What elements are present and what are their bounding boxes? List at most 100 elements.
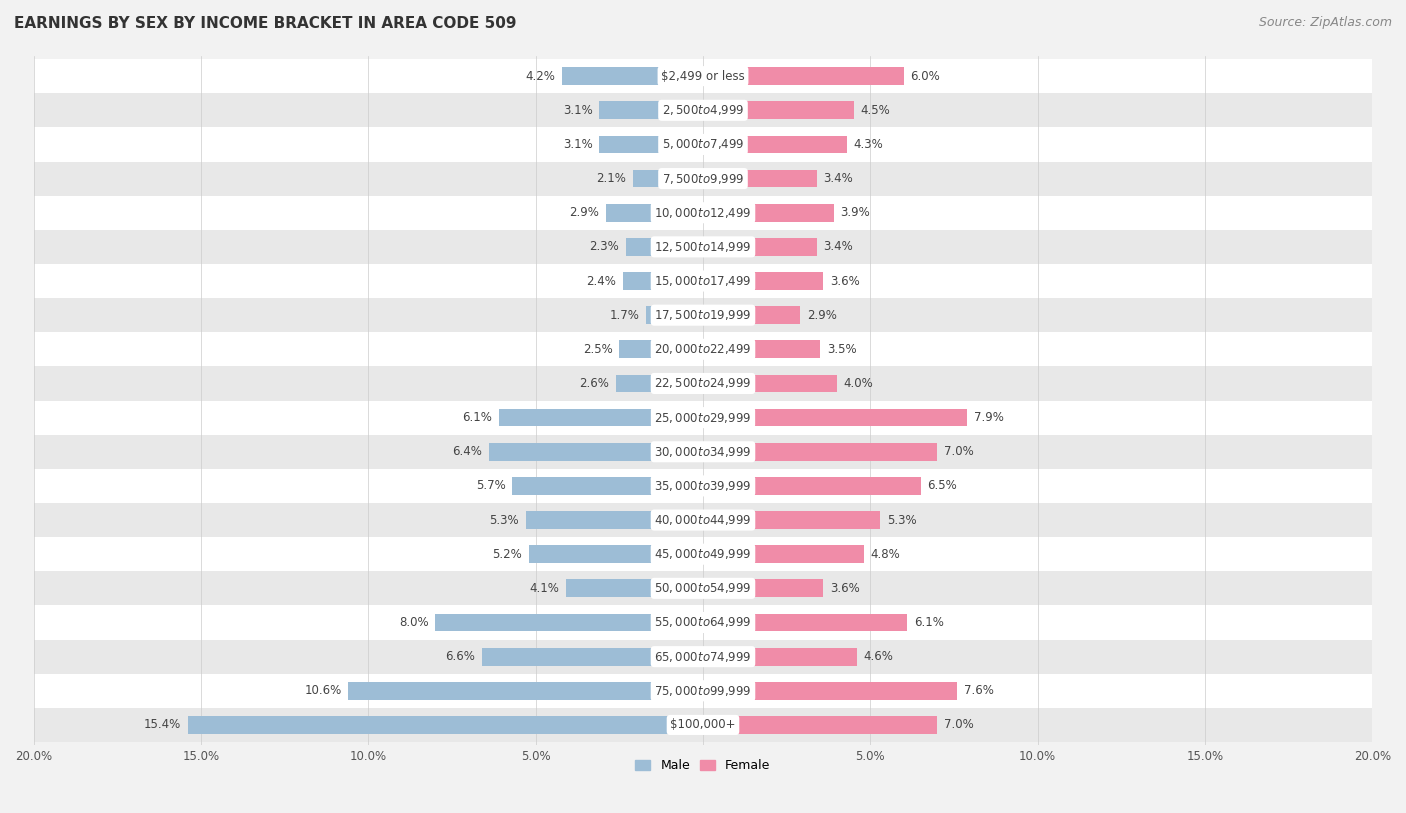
Text: 4.0%: 4.0% (844, 377, 873, 390)
Bar (703, 477, 921, 495)
Bar (623, 272, 703, 290)
Text: $20,000 to $22,499: $20,000 to $22,499 (654, 342, 752, 356)
Text: 4.5%: 4.5% (860, 104, 890, 117)
Bar (34, 606, 1372, 640)
Bar (703, 272, 824, 290)
Text: 5.7%: 5.7% (475, 480, 506, 493)
Text: 4.6%: 4.6% (863, 650, 894, 663)
Text: $50,000 to $54,999: $50,000 to $54,999 (654, 581, 752, 595)
Text: 2.9%: 2.9% (569, 207, 599, 220)
Text: 5.3%: 5.3% (887, 514, 917, 527)
Text: $22,500 to $24,999: $22,500 to $24,999 (654, 376, 752, 390)
Text: Source: ZipAtlas.com: Source: ZipAtlas.com (1258, 16, 1392, 29)
Bar (703, 204, 834, 222)
Text: $100,000+: $100,000+ (671, 719, 735, 732)
Bar (34, 401, 1372, 435)
Text: 3.1%: 3.1% (562, 104, 592, 117)
Text: 4.2%: 4.2% (526, 70, 555, 83)
Bar (616, 375, 703, 393)
Text: $5,000 to $7,499: $5,000 to $7,499 (662, 137, 744, 151)
Bar (512, 477, 703, 495)
Bar (34, 435, 1372, 469)
Bar (703, 580, 824, 598)
Text: $75,000 to $99,999: $75,000 to $99,999 (654, 684, 752, 698)
Bar (436, 614, 703, 632)
Text: 2.6%: 2.6% (579, 377, 609, 390)
Text: 3.9%: 3.9% (841, 207, 870, 220)
Text: 6.0%: 6.0% (911, 70, 941, 83)
Bar (34, 298, 1372, 333)
Bar (34, 537, 1372, 572)
Bar (34, 264, 1372, 298)
Bar (619, 341, 703, 359)
Text: $45,000 to $49,999: $45,000 to $49,999 (654, 547, 752, 561)
Text: $17,500 to $19,999: $17,500 to $19,999 (654, 308, 752, 322)
Bar (703, 716, 938, 734)
Bar (34, 640, 1372, 674)
Text: 3.6%: 3.6% (830, 275, 860, 288)
Text: $35,000 to $39,999: $35,000 to $39,999 (654, 479, 752, 493)
Bar (34, 230, 1372, 264)
Bar (703, 67, 904, 85)
Bar (703, 238, 817, 256)
Bar (703, 614, 907, 632)
Text: $2,499 or less: $2,499 or less (661, 70, 745, 83)
Bar (703, 648, 858, 666)
Text: 5.2%: 5.2% (492, 548, 522, 561)
Bar (703, 102, 853, 120)
Text: $65,000 to $74,999: $65,000 to $74,999 (654, 650, 752, 663)
Text: $2,500 to $4,999: $2,500 to $4,999 (662, 103, 744, 117)
Bar (703, 511, 880, 529)
Text: 1.7%: 1.7% (610, 309, 640, 322)
Text: 7.9%: 7.9% (974, 411, 1004, 424)
Bar (34, 333, 1372, 367)
Bar (34, 469, 1372, 503)
Bar (34, 196, 1372, 230)
Bar (34, 93, 1372, 128)
Text: $30,000 to $34,999: $30,000 to $34,999 (654, 445, 752, 459)
Bar (633, 170, 703, 188)
Text: 5.3%: 5.3% (489, 514, 519, 527)
Text: 2.9%: 2.9% (807, 309, 837, 322)
Bar (187, 716, 703, 734)
Text: 6.1%: 6.1% (914, 616, 943, 629)
Text: 7.0%: 7.0% (943, 446, 974, 459)
Bar (703, 341, 820, 359)
Text: $15,000 to $17,499: $15,000 to $17,499 (654, 274, 752, 288)
Text: 2.5%: 2.5% (583, 343, 613, 356)
Text: 6.4%: 6.4% (453, 446, 482, 459)
Bar (499, 409, 703, 427)
Text: 3.4%: 3.4% (824, 172, 853, 185)
Text: 3.4%: 3.4% (824, 241, 853, 254)
Legend: Male, Female: Male, Female (630, 754, 776, 777)
Text: 3.5%: 3.5% (827, 343, 856, 356)
Text: 6.1%: 6.1% (463, 411, 492, 424)
Text: 10.6%: 10.6% (304, 685, 342, 698)
Bar (565, 580, 703, 598)
Bar (703, 375, 837, 393)
Text: 15.4%: 15.4% (143, 719, 181, 732)
Text: 4.8%: 4.8% (870, 548, 900, 561)
Text: 2.4%: 2.4% (586, 275, 616, 288)
Text: $10,000 to $12,499: $10,000 to $12,499 (654, 206, 752, 220)
Bar (34, 162, 1372, 196)
Text: 3.1%: 3.1% (562, 138, 592, 151)
Bar (703, 136, 846, 154)
Text: $55,000 to $64,999: $55,000 to $64,999 (654, 615, 752, 629)
Bar (703, 443, 938, 461)
Text: $40,000 to $44,999: $40,000 to $44,999 (654, 513, 752, 527)
Text: 4.1%: 4.1% (529, 582, 560, 595)
Text: 7.6%: 7.6% (965, 685, 994, 698)
Bar (482, 648, 703, 666)
Bar (562, 67, 703, 85)
Bar (349, 682, 703, 700)
Bar (34, 708, 1372, 742)
Bar (34, 674, 1372, 708)
Text: 6.6%: 6.6% (446, 650, 475, 663)
Text: 8.0%: 8.0% (399, 616, 429, 629)
Text: 4.3%: 4.3% (853, 138, 883, 151)
Bar (34, 503, 1372, 537)
Text: $12,500 to $14,999: $12,500 to $14,999 (654, 240, 752, 254)
Bar (34, 128, 1372, 162)
Bar (703, 682, 957, 700)
